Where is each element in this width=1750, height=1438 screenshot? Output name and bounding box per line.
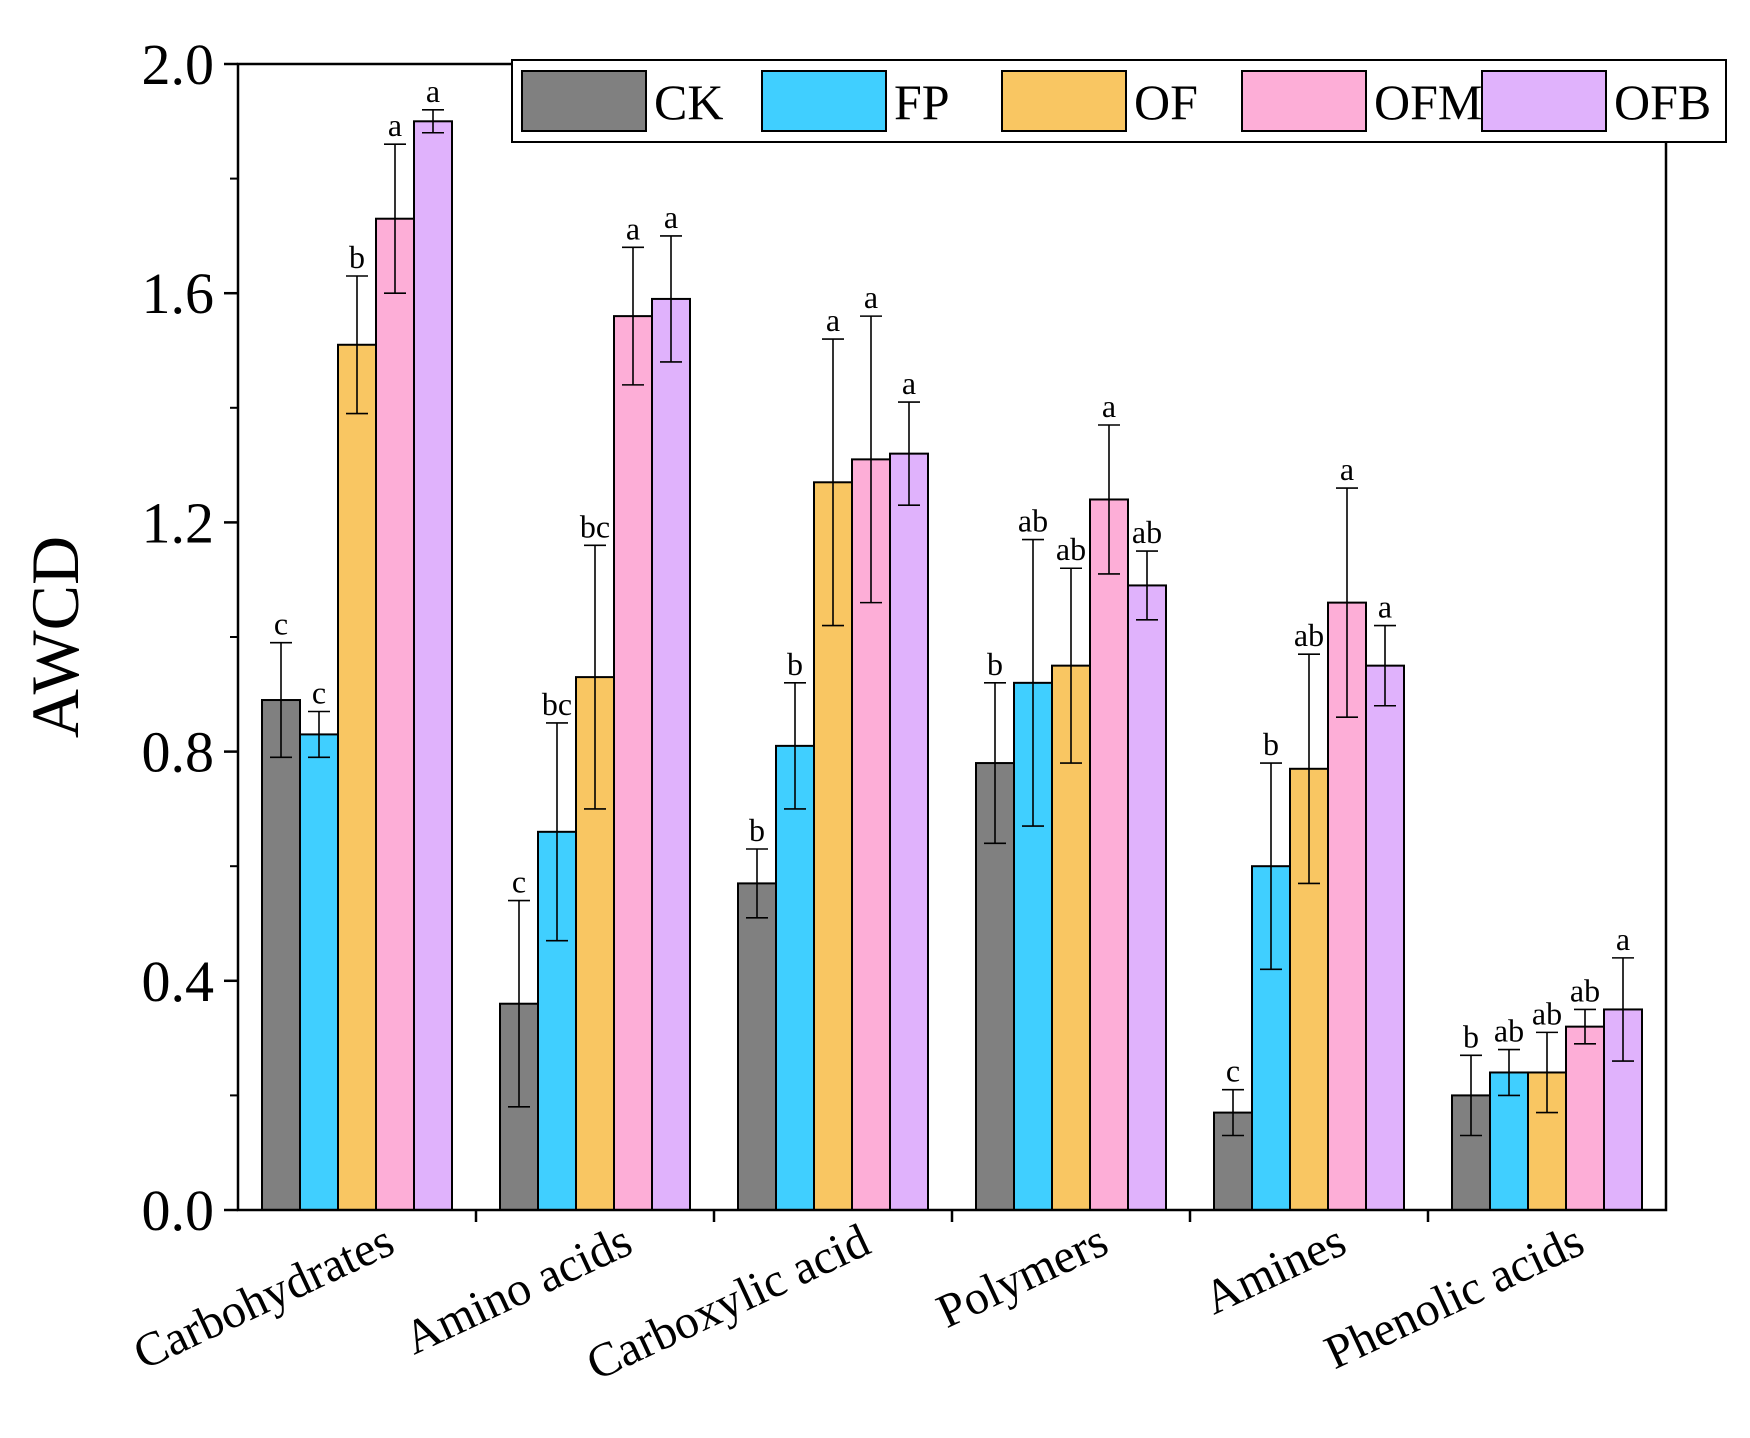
bar-ofm [613, 315, 653, 1211]
significance-letter: ab [1132, 514, 1162, 550]
legend: CK FP OF OFM OFB [511, 59, 1727, 143]
bar-ck [737, 882, 777, 1211]
y-axis-ticks: 0.0 0.4 0.8 1.2 1.6 2.0 [142, 32, 238, 1243]
significance-letter: a [1340, 451, 1354, 487]
bar-fp [299, 733, 339, 1211]
y-tick-label: 0.8 [142, 720, 215, 785]
significance-letter: a [1378, 589, 1392, 625]
significance-letter: a [388, 107, 402, 143]
significance-letter: a [864, 279, 878, 315]
significance-letter: ab [1294, 617, 1324, 653]
significance-letter: a [1616, 921, 1630, 957]
bar-ofb [413, 120, 453, 1211]
bar-ofm [1565, 1025, 1605, 1212]
legend-swatch-ofm [1241, 70, 1367, 132]
significance-letter: a [664, 199, 678, 235]
significance-letter: a [1102, 388, 1116, 424]
legend-swatch-ck [521, 70, 647, 132]
significance-letter: ab [1570, 972, 1600, 1008]
significance-letter: bc [542, 686, 572, 722]
legend-label: CK [654, 74, 723, 130]
bar-ofb [651, 297, 691, 1211]
y-axis-title: AWCD [17, 536, 93, 738]
bar-ofb [889, 452, 929, 1211]
significance-letter: b [987, 646, 1003, 682]
significance-letter: b [787, 646, 803, 682]
bar-ofb [1127, 584, 1167, 1211]
y-tick-label: 2.0 [142, 32, 215, 97]
significance-letter: c [312, 674, 326, 710]
legend-label: OFB [1614, 74, 1711, 130]
bar-fp [775, 744, 815, 1211]
bar-ofb [1365, 664, 1405, 1211]
legend-swatch-ofb [1481, 70, 1607, 132]
y-tick-label: 0.0 [142, 1178, 215, 1243]
significance-letter: bc [580, 508, 610, 544]
significance-letter: c [1226, 1053, 1240, 1089]
significance-letter: a [902, 365, 916, 401]
significance-letter: b [1463, 1018, 1479, 1054]
legend-label: FP [894, 74, 950, 130]
legend-label: OF [1134, 74, 1198, 130]
significance-letter: ab [1056, 531, 1086, 567]
category-label: Amines [1196, 1214, 1354, 1325]
legend-label: OFM [1374, 74, 1482, 130]
significance-letter: c [512, 864, 526, 900]
significance-letter: b [749, 812, 765, 848]
bar-ck [261, 699, 301, 1212]
bar-of [337, 343, 377, 1211]
error-bars [270, 109, 1634, 1137]
bar-ofm [1089, 498, 1129, 1212]
category-label: Polymers [929, 1214, 1116, 1339]
significance-letter: b [349, 239, 365, 275]
legend-swatch-of [1001, 70, 1127, 132]
y-tick-label: 1.2 [142, 490, 215, 555]
significance-letter: b [1263, 726, 1279, 762]
significance-letter: a [426, 73, 440, 109]
y-tick-label: 0.4 [142, 949, 215, 1014]
bar-ofm [375, 217, 415, 1211]
significance-letter: a [626, 210, 640, 246]
category-label: Phenolic acids [1317, 1214, 1592, 1380]
significance-letter: ab [1532, 995, 1562, 1031]
significance-letter: a [826, 302, 840, 338]
y-tick-label: 1.6 [142, 261, 215, 326]
significance-letter: ab [1018, 503, 1048, 539]
significance-letter: c [274, 606, 288, 642]
legend-swatch-fp [761, 70, 887, 132]
significance-letter: ab [1494, 1013, 1524, 1049]
bar-groups [261, 120, 1643, 1212]
